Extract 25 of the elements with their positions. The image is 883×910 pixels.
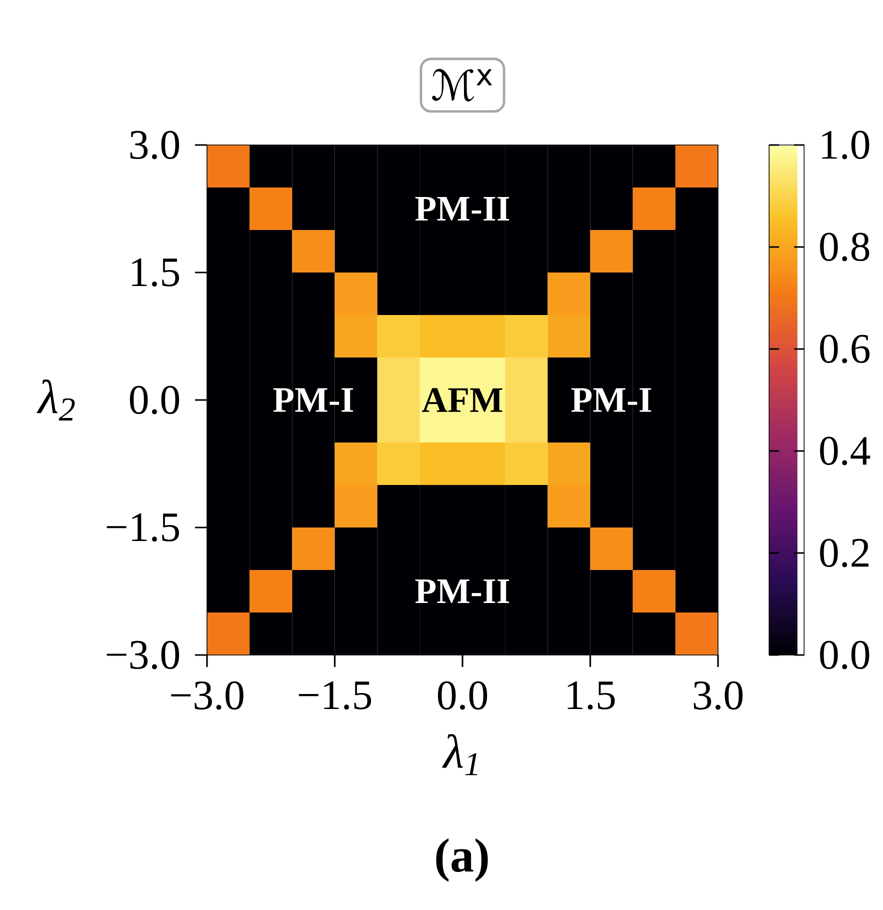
y-tick-label: 1.5 xyxy=(132,258,180,287)
color-bar-label: 0.0 xyxy=(820,640,870,670)
y-tick-label: 0.0 xyxy=(130,386,180,414)
y-tick-label: −1.5 xyxy=(106,513,180,542)
annotation: PM-II xyxy=(415,197,510,220)
x-axis-title: λ$_{1}$ xyxy=(442,734,478,776)
annotation: PM-I xyxy=(571,388,652,412)
y-tick-label: 3.0 xyxy=(130,130,180,160)
x-tick-label: 1.5 xyxy=(568,681,615,710)
x-tick-label: −3.0 xyxy=(171,681,244,710)
x-tick-label: 0.0 xyxy=(438,681,488,710)
text: (a) xyxy=(436,838,488,882)
annotation: AFM xyxy=(422,388,502,412)
color-bar-label: 0.6 xyxy=(820,334,870,364)
x-tick-label: −1.5 xyxy=(298,681,372,710)
x-tick-label: 3.0 xyxy=(694,681,743,710)
color-bar-label: 0.4 xyxy=(820,436,870,466)
y-axis-title: λ$_{2}$ xyxy=(36,379,75,421)
color-bar-label: 0.2 xyxy=(820,538,868,568)
color-bar-label: 1.0 xyxy=(822,130,870,160)
annotation: PM-II xyxy=(415,580,510,603)
annotation: PM-I xyxy=(273,388,354,412)
chart-title: ℳ$^{x}$ xyxy=(432,68,492,102)
y-tick-label: −3.0 xyxy=(106,640,180,670)
color-bar-label: 0.8 xyxy=(820,232,870,262)
